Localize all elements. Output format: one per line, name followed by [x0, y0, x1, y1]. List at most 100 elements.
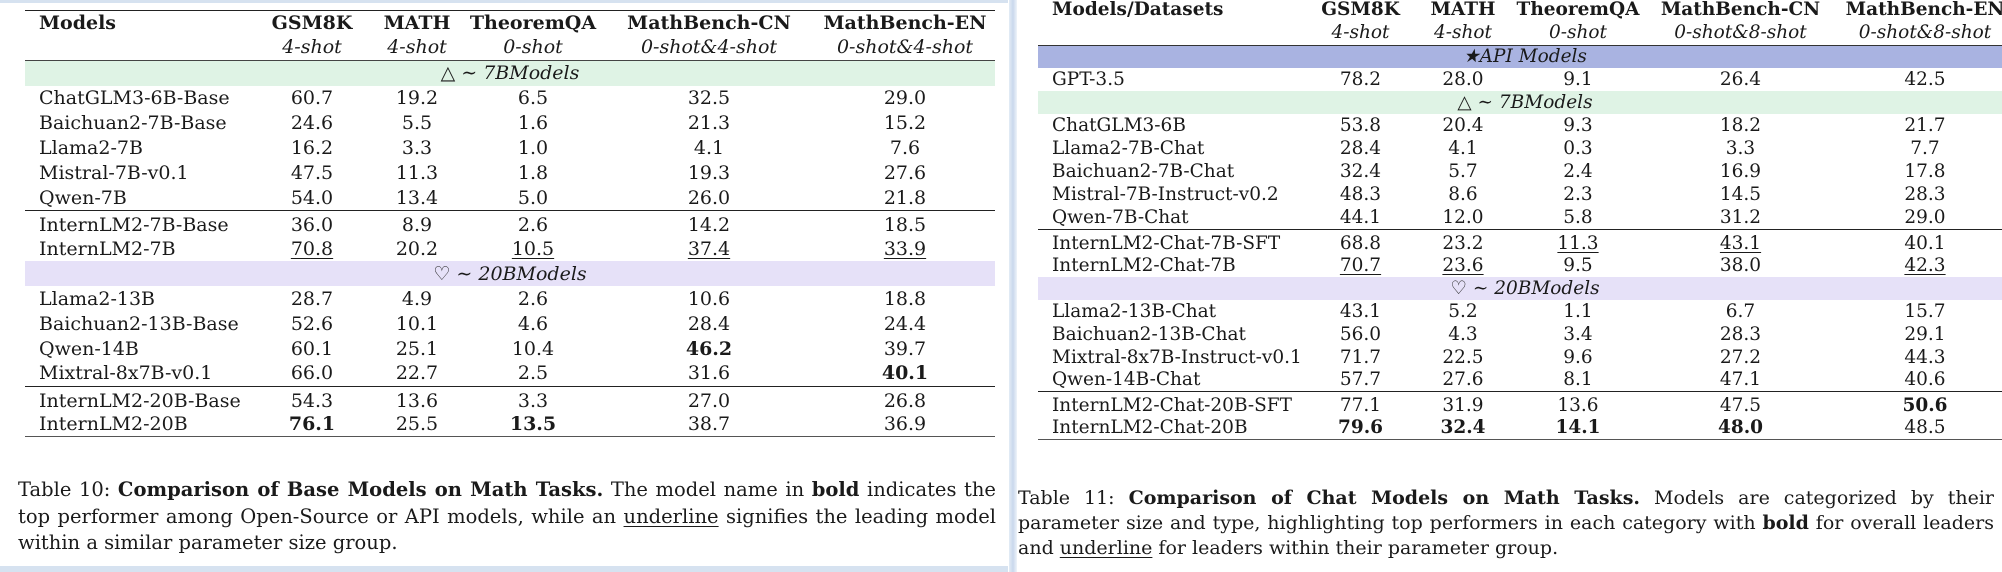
- caption-text: The model name in: [603, 478, 812, 501]
- col-header-math: MATH: [383, 11, 451, 34]
- score-cell: 15.7: [1904, 300, 1946, 322]
- table-10-caption: Table 10: Comparison of Base Models on M…: [18, 477, 996, 557]
- col-header-math: MATH: [1430, 0, 1496, 20]
- score-cell: 54.0: [290, 186, 334, 209]
- top-border: [0, 0, 1008, 3]
- score-cell: 31.9: [1442, 395, 1484, 416]
- model-name: Llama2-13B: [39, 287, 156, 310]
- score-cell: 0.3: [1563, 138, 1593, 159]
- table-row: InternLM2-7B-Base 36.0 8.9 2.6 14.2 18.5: [25, 210, 995, 236]
- score-cell: 39.7: [883, 337, 927, 360]
- table-row: InternLM2-7B 70.8 20.2 10.5 37.4 33.9: [25, 236, 995, 261]
- score-cell: 2.4: [1563, 161, 1593, 182]
- score-cell: 8.9: [401, 214, 433, 236]
- model-name: ChatGLM3-6B-Base: [39, 87, 230, 109]
- score-cell: 6.7: [1725, 300, 1756, 322]
- subheader: 0-shot: [503, 36, 563, 59]
- caption-title: Comparison of Base Models on Math Tasks.: [117, 478, 604, 501]
- table-row: Baichuan2-7B-Base 24.6 5.5 1.6 21.3 15.2: [25, 111, 995, 136]
- score-cell: 31.6: [687, 362, 731, 385]
- score-cell: 10.1: [395, 312, 439, 335]
- score-cell: 47.5: [1719, 395, 1762, 416]
- score-cell: 16.2: [290, 137, 334, 159]
- score-cell: 2.6: [517, 287, 549, 310]
- score-cell: 15.2: [883, 112, 927, 134]
- score-cell: 50.6: [1902, 395, 1948, 416]
- table-row: InternLM2-Chat-7B-SFT 68.8 23.2 11.3 43.1 40.…: [1038, 229, 2002, 254]
- score-cell: 71.7: [1339, 346, 1382, 368]
- subheader: 4-shot: [282, 36, 342, 59]
- score-cell: 4.1: [1448, 138, 1478, 159]
- table-row: GPT-3.5 78.2 28.0 9.1 26.4 42.5: [1038, 68, 2002, 91]
- chat-models-table: Models/Datasets GSM8K MATH TheoremQA Mat…: [1038, 0, 2002, 440]
- group-label: ★API Models: [1038, 45, 2002, 68]
- score-cell: 5.2: [1448, 300, 1478, 322]
- model-name: InternLM2-Chat-20B: [1052, 416, 1248, 438]
- model-name: Baichuan2-13B-Base: [39, 312, 239, 335]
- score-cell: 20.4: [1442, 115, 1484, 136]
- model-name: ChatGLM3-6B: [1052, 115, 1186, 136]
- table-row: Llama2-7B 16.2 3.3 1.0 4.1 7.6: [25, 136, 995, 161]
- score-cell: 48.0: [1717, 416, 1764, 438]
- table-row: Qwen-14B-Chat 57.7 27.6 8.1 47.1 40.6: [1038, 369, 2002, 392]
- score-cell: 11.3: [1557, 232, 1599, 254]
- group-band-20b: ♡ ∼ 20BModels: [25, 261, 995, 286]
- score-cell: 70.8: [290, 237, 334, 260]
- model-name: Qwen-7B: [39, 186, 127, 209]
- model-name: Mixtral-8x7B-v0.1: [39, 362, 213, 385]
- score-cell: 3.4: [1563, 323, 1593, 345]
- table-row: Qwen-7B-Chat 44.1 12.0 5.8 31.2 29.0: [1038, 206, 2002, 229]
- score-cell: 37.4: [687, 237, 731, 260]
- score-cell: 26.4: [1719, 69, 1762, 90]
- score-cell: 52.6: [290, 312, 334, 335]
- score-cell: 28.3: [1719, 323, 1762, 345]
- caption-text: signifies the leading model within a sim…: [18, 504, 996, 555]
- score-cell: 48.5: [1904, 416, 1946, 438]
- score-cell: 44.1: [1339, 206, 1382, 228]
- model-name: Llama2-7B-Chat: [1052, 138, 1205, 159]
- col-header-models: Models: [39, 11, 116, 34]
- table-row: Mixtral-8x7B-Instruct-v0.1 71.7 22.5 9.6 27.…: [1038, 346, 2002, 369]
- subheader: 0-shot&4-shot: [640, 36, 778, 59]
- score-cell: 14.2: [687, 214, 731, 236]
- table-row: Mixtral-8x7B-v0.1 66.0 22.7 2.5 31.6 40.1: [25, 361, 995, 386]
- score-cell: 26.8: [883, 389, 927, 412]
- score-cell: 36.0: [290, 214, 334, 236]
- score-cell: 21.7: [1904, 115, 1946, 136]
- score-cell: 27.6: [883, 162, 927, 184]
- score-cell: 6.5: [517, 87, 549, 109]
- table-row: Qwen-14B 60.1 25.1 10.4 46.2 39.7: [25, 336, 995, 361]
- table-row: ChatGLM3-6B 53.8 20.4 9.3 18.2 21.7: [1038, 114, 2002, 137]
- score-cell: 13.6: [395, 389, 439, 412]
- caption-bold-word: bold: [1762, 512, 1809, 534]
- header-row: Models/Datasets GSM8K MATH TheoremQA Mat…: [1038, 0, 2002, 21]
- score-cell: 38.0: [1719, 254, 1762, 276]
- caption-text: Models are categorized by their paramete…: [1018, 487, 1994, 534]
- model-name: InternLM2-Chat-20B-SFT: [1052, 395, 1292, 416]
- table-row: Llama2-13B 28.7 4.9 2.6 10.6 18.8: [25, 286, 995, 311]
- model-name: Llama2-13B-Chat: [1052, 300, 1217, 322]
- bottom-border: [0, 566, 1008, 572]
- score-cell: 28.4: [687, 312, 731, 335]
- subheader: 0-shot&8-shot: [1858, 22, 1992, 44]
- col-header-gsm8k: GSM8K: [271, 11, 353, 34]
- score-cell: 14.1: [1555, 416, 1601, 438]
- base-models-table: Models GSM8K MATH TheoremQA MathBench-CN…: [25, 10, 995, 437]
- caption-label: Table 11:: [1018, 487, 1129, 509]
- table-row: InternLM2-Chat-20B 79.6 32.4 14.1 48.0 48.5: [1038, 416, 2002, 439]
- col-header-models: Models/Datasets: [1052, 0, 1224, 20]
- score-cell: 29.1: [1904, 323, 1946, 345]
- score-cell: 36.9: [883, 412, 927, 435]
- table-row: ChatGLM3-6B-Base 60.7 19.2 6.5 32.5 29.0: [25, 86, 995, 111]
- score-cell: 18.8: [883, 287, 927, 310]
- score-cell: 13.4: [395, 186, 439, 209]
- score-cell: 23.2: [1442, 232, 1484, 254]
- score-cell: 18.5: [883, 214, 927, 236]
- score-cell: 12.0: [1442, 206, 1484, 228]
- score-cell: 7.6: [889, 137, 921, 159]
- score-cell: 54.3: [290, 389, 334, 412]
- score-cell: 43.1: [1719, 232, 1762, 254]
- score-cell: 1.8: [517, 162, 549, 184]
- model-name: Mixtral-8x7B-Instruct-v0.1: [1052, 346, 1302, 368]
- score-cell: 31.2: [1719, 206, 1762, 228]
